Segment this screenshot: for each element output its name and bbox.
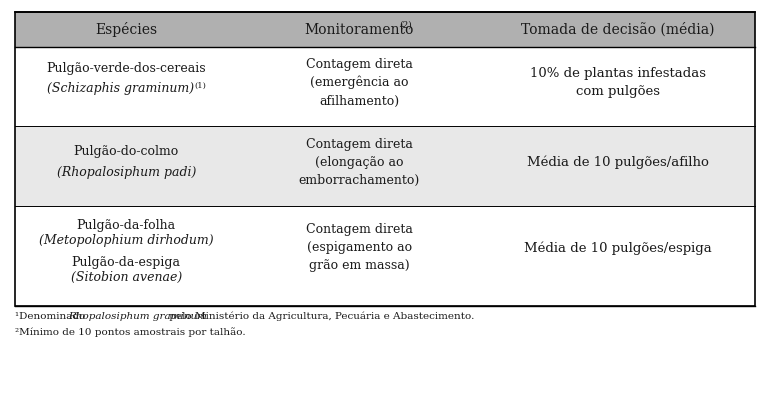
Text: Monitoramento: Monitoramento — [304, 22, 413, 37]
Text: Média de 10 pulgões/afilho: Média de 10 pulgões/afilho — [527, 155, 709, 169]
Text: Rhopalosiphum graminum: Rhopalosiphum graminum — [68, 312, 207, 321]
Text: (1): (1) — [194, 82, 206, 90]
Bar — [15, 47, 755, 126]
Text: 10% de plantas infestadas
com pulgões: 10% de plantas infestadas com pulgões — [530, 67, 706, 98]
Text: (Rhopalosiphum padi): (Rhopalosiphum padi) — [56, 166, 196, 179]
Bar — [15, 12, 755, 306]
Text: ¹Denominado: ¹Denominado — [15, 312, 89, 321]
Text: Pulgão-da-espiga: Pulgão-da-espiga — [72, 256, 181, 268]
Text: Pulgão-da-folha: Pulgão-da-folha — [77, 219, 176, 232]
Text: ²Mínimo de 10 pontos amostrais por talhão.: ²Mínimo de 10 pontos amostrais por talhã… — [15, 328, 246, 337]
Text: Tomada de decisão (média): Tomada de decisão (média) — [521, 22, 715, 37]
Text: Contagem direta
(elongação ao
emborrachamento): Contagem direta (elongação ao emborracha… — [299, 137, 420, 187]
Text: Média de 10 pulgões/espiga: Média de 10 pulgões/espiga — [524, 241, 711, 255]
Text: Pulgão-do-colmo: Pulgão-do-colmo — [74, 146, 179, 158]
Text: (Schizaphis graminum): (Schizaphis graminum) — [46, 82, 194, 95]
Text: pelo Ministério da Agricultura, Pecuária e Abastecimento.: pelo Ministério da Agricultura, Pecuária… — [166, 311, 474, 321]
Bar — [15, 206, 755, 306]
Text: (Sitobion avenae): (Sitobion avenae) — [71, 271, 182, 284]
Text: (Metopolophium dirhodum): (Metopolophium dirhodum) — [39, 234, 213, 247]
Bar — [15, 126, 755, 206]
Text: Contagem direta
(espigamento ao
grão em massa): Contagem direta (espigamento ao grão em … — [306, 223, 413, 273]
Text: Espécies: Espécies — [95, 22, 157, 37]
Text: (2): (2) — [399, 20, 412, 29]
Bar — [15, 12, 755, 47]
Text: Contagem direta
(emergência ao
afilhamento): Contagem direta (emergência ao afilhamen… — [306, 58, 413, 107]
Text: Pulgão-verde-dos-cereais: Pulgão-verde-dos-cereais — [46, 62, 206, 75]
